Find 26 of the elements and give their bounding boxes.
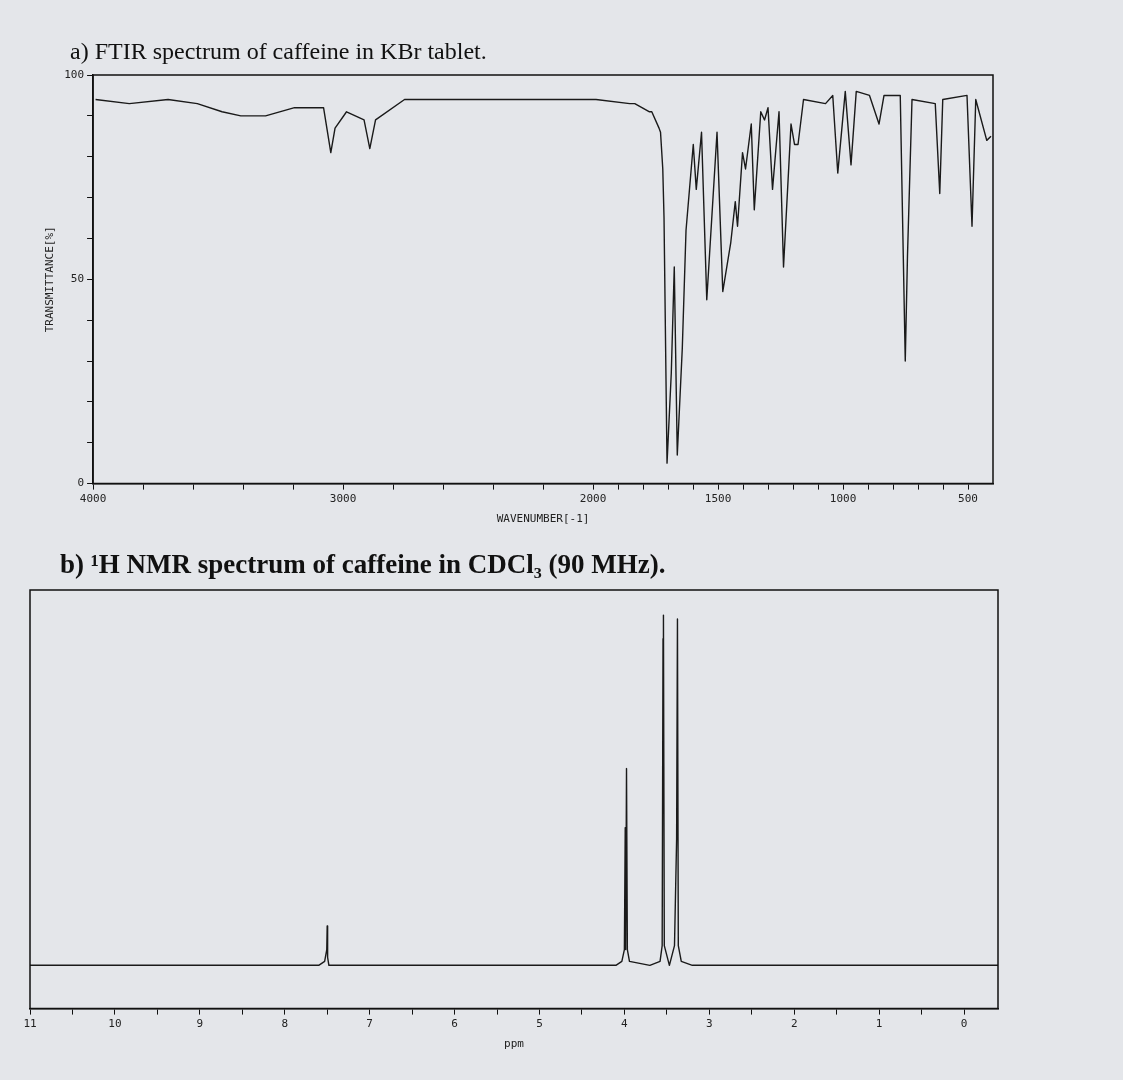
- y-tick-label: 0: [77, 476, 85, 490]
- x-tick-label: 7: [366, 1017, 373, 1031]
- y-tick-label: 100: [64, 67, 85, 81]
- x-tick-label: 2000: [579, 492, 607, 506]
- x-tick-label: 1: [875, 1017, 883, 1031]
- x-tick-label: 10: [108, 1017, 122, 1031]
- x-tick-label: 1500: [704, 492, 732, 506]
- x-tick-label: 9: [196, 1017, 204, 1031]
- chart-title: a) FTIR spectrum of caffeine in KBr tablet.: [70, 37, 488, 65]
- x-tick-label: 3000: [329, 492, 357, 506]
- x-tick-label: 500: [958, 492, 978, 506]
- x-tick-label: 1000: [829, 492, 857, 506]
- x-tick-label: 4000: [79, 492, 107, 506]
- chart-title: b) ¹H NMR spectrum of caffeine in CDCl₃ (90 MHz).: [60, 548, 667, 580]
- x-tick-label: 5: [536, 1017, 543, 1031]
- x-axis-title: ppm: [504, 1037, 525, 1051]
- x-tick-label: 2: [790, 1017, 798, 1031]
- y-axis-title: TRANSMITTANCE[%]: [43, 226, 57, 333]
- x-axis-title: WAVENUMBER[-1]: [496, 512, 590, 526]
- y-tick-label: 50: [70, 272, 85, 286]
- x-tick-label: 4: [621, 1017, 629, 1031]
- x-tick-label: 0: [960, 1017, 968, 1031]
- x-tick-label: 3: [705, 1017, 713, 1031]
- x-tick-label: 11: [23, 1017, 37, 1031]
- x-tick-label: 6: [451, 1017, 458, 1031]
- x-tick-label: 8: [281, 1017, 289, 1031]
